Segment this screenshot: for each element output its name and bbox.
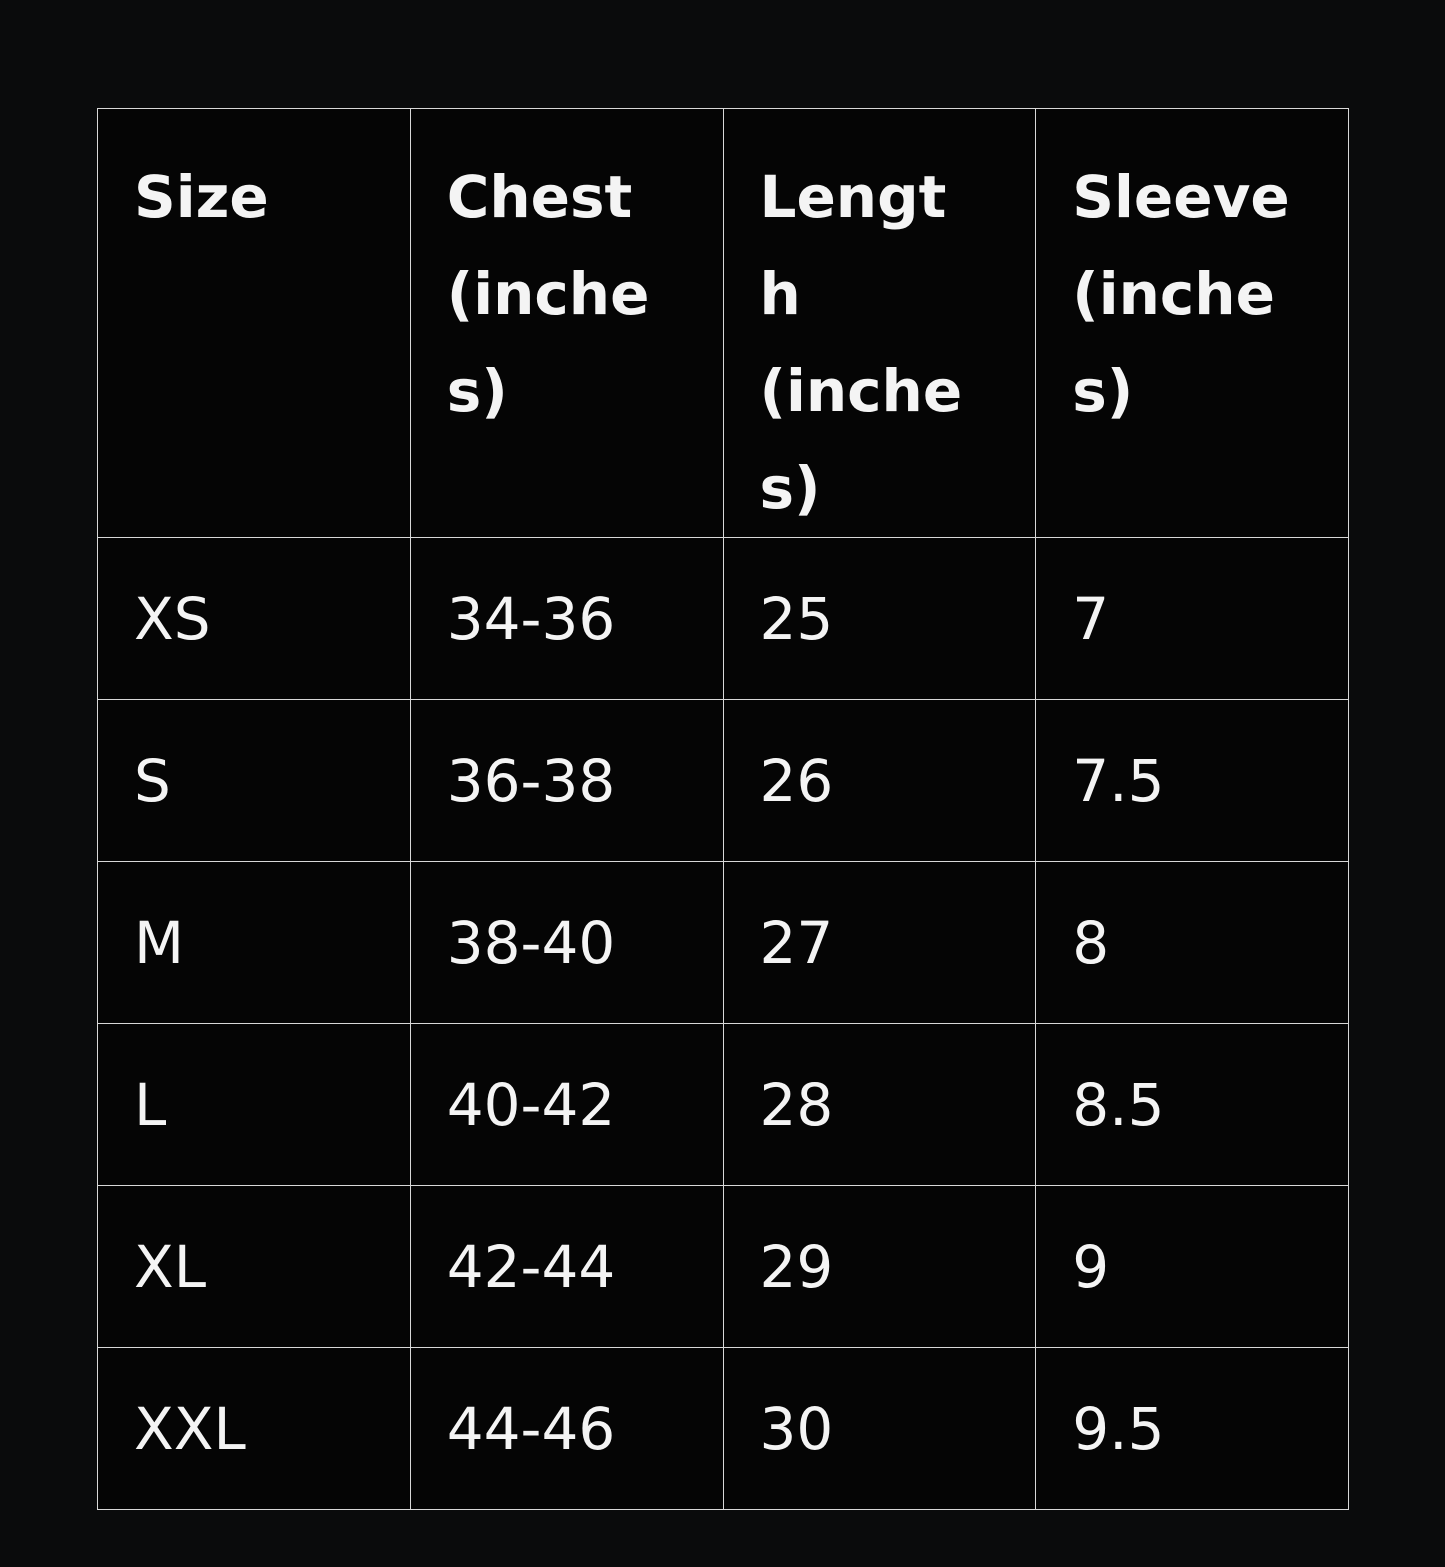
header-cell: Size	[97, 108, 411, 538]
table-cell: 44-46	[409, 1347, 724, 1510]
header-cell: Length (inches)	[722, 108, 1037, 538]
table-body: XS 34-36 25 7 S 36-38 26 7.5 M 38-40 27 8 L 40-42 28 8.…	[97, 537, 1349, 1510]
table-cell: 38-40	[409, 861, 724, 1024]
table-cell: 40-42	[409, 1023, 724, 1186]
table-row: XL 42-44 29 9	[97, 1185, 1349, 1348]
table-cell: 26	[722, 699, 1037, 862]
table-cell: 8	[1035, 861, 1349, 1024]
table-cell: 25	[722, 537, 1037, 700]
table-row: XXL 44-46 30 9.5	[97, 1347, 1349, 1510]
table-row: S 36-38 26 7.5	[97, 699, 1349, 862]
table-cell: 8.5	[1035, 1023, 1349, 1186]
table-cell: 30	[722, 1347, 1037, 1510]
table-cell: 7.5	[1035, 699, 1349, 862]
size-table: Size Chest (inches) Length (inches) Sleeve …	[97, 108, 1349, 1510]
table-cell: L	[97, 1023, 411, 1186]
table-cell: 29	[722, 1185, 1037, 1348]
table-cell: 34-36	[409, 537, 724, 700]
table-cell: S	[97, 699, 411, 862]
table-cell: XXL	[97, 1347, 411, 1510]
table-cell: 42-44	[409, 1185, 724, 1348]
table-cell: 36-38	[409, 699, 724, 862]
table-cell: 28	[722, 1023, 1037, 1186]
table-cell: XL	[97, 1185, 411, 1348]
table-cell: 7	[1035, 537, 1349, 700]
table-cell: XS	[97, 537, 411, 700]
table-cell: M	[97, 861, 411, 1024]
header-row: Size Chest (inches) Length (inches) Sleeve …	[97, 108, 1349, 538]
table-cell: 9.5	[1035, 1347, 1349, 1510]
table-cell: 9	[1035, 1185, 1349, 1348]
table-header: Size Chest (inches) Length (inches) Sleeve …	[97, 108, 1349, 538]
table-row: M 38-40 27 8	[97, 861, 1349, 1024]
table-cell: 27	[722, 861, 1037, 1024]
header-cell: Sleeve (inches)	[1035, 108, 1349, 538]
header-cell: Chest (inches)	[409, 108, 724, 538]
table-row: L 40-42 28 8.5	[97, 1023, 1349, 1186]
table-row: XS 34-36 25 7	[97, 537, 1349, 700]
